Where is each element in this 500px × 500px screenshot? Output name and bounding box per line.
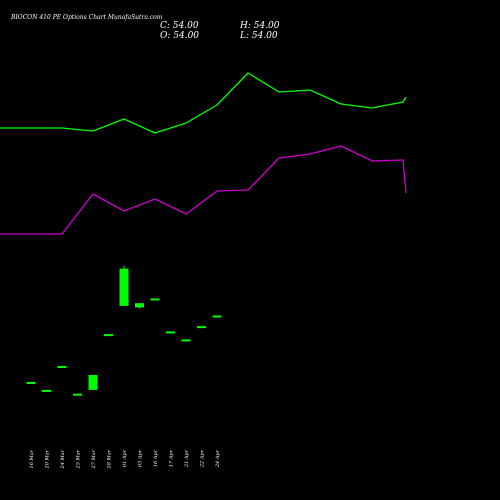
candle-body (181, 339, 191, 342)
open-label: O: 54.00 (160, 31, 199, 41)
candle (57, 366, 67, 369)
candle-body (197, 326, 206, 329)
chart-title: BIOCON 410 PE Options Chart MunafaSutra.… (10, 14, 163, 21)
candles (26, 265, 222, 396)
candle (104, 334, 113, 337)
x-tick-label: 28 Mar (107, 449, 113, 469)
overlay-line-1 (0, 72, 407, 134)
x-tick-label: 25 Mar (76, 449, 82, 469)
candle (197, 326, 206, 329)
x-tick-label: 24 Mar (60, 449, 66, 469)
candle (26, 381, 36, 384)
candle-body (119, 268, 129, 306)
candle-body (73, 393, 82, 396)
candle-body (135, 303, 144, 308)
x-tick-label: 16 Apr (153, 449, 159, 467)
candle-body (26, 381, 36, 384)
candle (135, 303, 144, 309)
candle (73, 393, 82, 396)
x-tick-label: 22 Apr (200, 449, 206, 468)
candle-body (88, 375, 98, 390)
candle (42, 389, 51, 392)
low-label: L: 54.00 (239, 31, 278, 41)
close-label: C: 54.00 (160, 21, 199, 31)
candle-body (104, 334, 113, 337)
x-tick-label: 17 Apr (169, 449, 175, 467)
candle-body (57, 366, 67, 369)
candle (119, 265, 129, 306)
x-tick-label: 03 Apr (138, 449, 144, 467)
high-label: H: 54.00 (239, 21, 280, 31)
candle (212, 315, 222, 318)
candle (181, 339, 191, 342)
x-tick-label: 20 Mar (45, 449, 51, 469)
x-tick-label: 21 Apr (184, 449, 190, 468)
candle (88, 375, 98, 390)
overlay-lines (0, 72, 407, 235)
overlay-line-2 (0, 145, 407, 235)
candle (150, 298, 160, 301)
candle-body (150, 298, 160, 301)
candle (166, 331, 175, 334)
x-tick-label: 27 Mar (91, 449, 97, 469)
candle-body (42, 389, 51, 392)
x-axis-ticks: 16 Mar 20 Mar 24 Mar 25 Mar 27 Mar 28 Mar 01 A… (29, 449, 221, 469)
x-tick-label: 16 Mar (29, 449, 35, 468)
candle-body (212, 315, 222, 318)
x-tick-label: 24 Apr (215, 449, 221, 468)
x-tick-label: 01 Apr (122, 449, 128, 467)
candle-body (166, 331, 175, 334)
